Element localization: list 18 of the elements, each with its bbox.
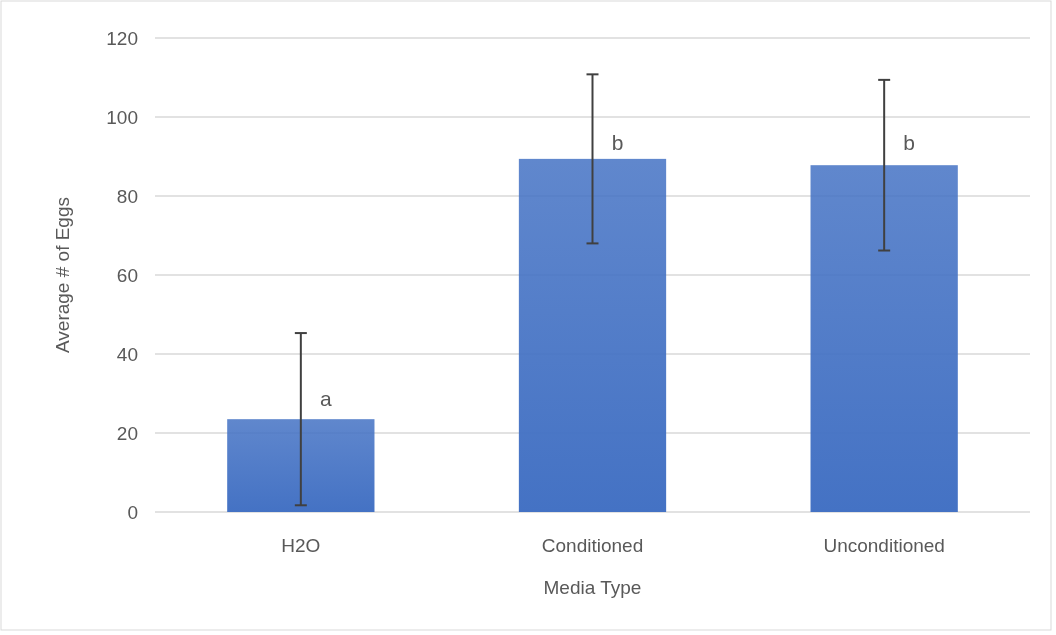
x-tick-label: Conditioned — [541, 535, 644, 556]
x-tick-label: H2O — [281, 535, 321, 556]
annotation: b — [611, 131, 624, 155]
y-tick-label: 60 — [116, 264, 138, 286]
y-axis-title: Average # of Eggs — [52, 197, 73, 353]
y-tick-label: 40 — [116, 343, 138, 365]
y-tick-label: 100 — [106, 106, 138, 128]
x-tick-label: Unconditioned — [823, 535, 945, 556]
bar — [810, 165, 958, 512]
x-axis-title: Media Type — [543, 577, 642, 598]
bar — [227, 419, 375, 512]
y-tick-label: 80 — [116, 185, 138, 207]
annotation: a — [319, 387, 332, 411]
annotation: b — [903, 131, 916, 155]
y-tick-label: 0 — [127, 501, 138, 523]
y-tick-label: 120 — [106, 27, 138, 49]
bar — [518, 158, 667, 512]
y-tick-label: 20 — [116, 422, 138, 444]
